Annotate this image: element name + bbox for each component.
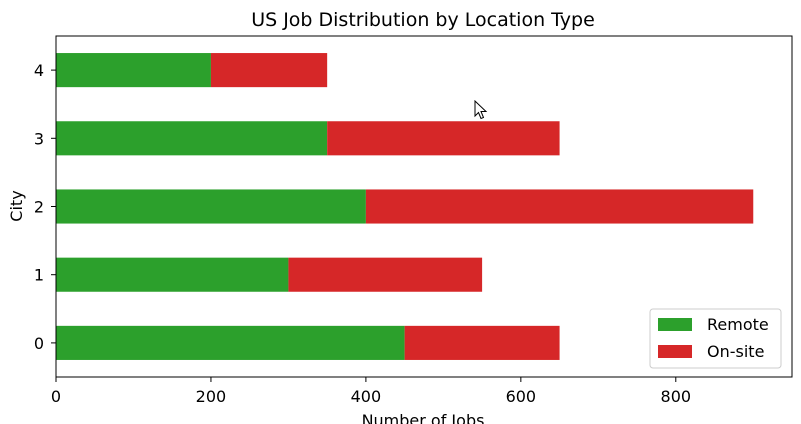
x-axis-ticks: 0 200 400 600 800 <box>51 377 691 406</box>
x-tick-label: 0 <box>51 387 61 406</box>
bar-remote-city-1 <box>56 257 289 292</box>
legend-swatch-remote <box>658 318 692 331</box>
y-tick-label: 2 <box>34 198 44 217</box>
y-tick-label: 0 <box>34 334 44 353</box>
bar-remote-city-0 <box>56 325 405 360</box>
legend-label: On-site <box>707 342 764 361</box>
legend: Remote On-site <box>649 308 782 369</box>
bar-remote-city-2 <box>56 189 366 224</box>
bars <box>56 53 754 360</box>
y-axis-label: City <box>7 190 26 221</box>
y-axis-ticks: 0 1 2 3 4 <box>34 61 56 353</box>
x-tick-label: 400 <box>351 387 382 406</box>
x-tick-label: 800 <box>661 387 692 406</box>
y-tick-label: 3 <box>34 129 44 148</box>
bar-remote-city-3 <box>56 121 328 156</box>
bar-on-site-city-3 <box>327 121 560 156</box>
x-tick-label: 600 <box>506 387 537 406</box>
y-tick-label: 1 <box>34 266 44 285</box>
chart-title: US Job Distribution by Location Type <box>251 9 595 31</box>
legend-swatch-on-site <box>658 345 692 358</box>
bar-on-site-city-1 <box>288 257 483 292</box>
bar-on-site-city-2 <box>365 189 754 224</box>
legend-label: Remote <box>707 315 769 334</box>
y-tick-label: 4 <box>34 61 44 80</box>
bar-remote-city-4 <box>56 53 211 88</box>
bar-on-site-city-0 <box>404 325 560 360</box>
mouse-pointer-icon <box>474 100 488 120</box>
bar-on-site-city-4 <box>210 53 328 88</box>
x-tick-label: 200 <box>196 387 227 406</box>
x-axis-label: Number of Jobs <box>362 411 485 424</box>
